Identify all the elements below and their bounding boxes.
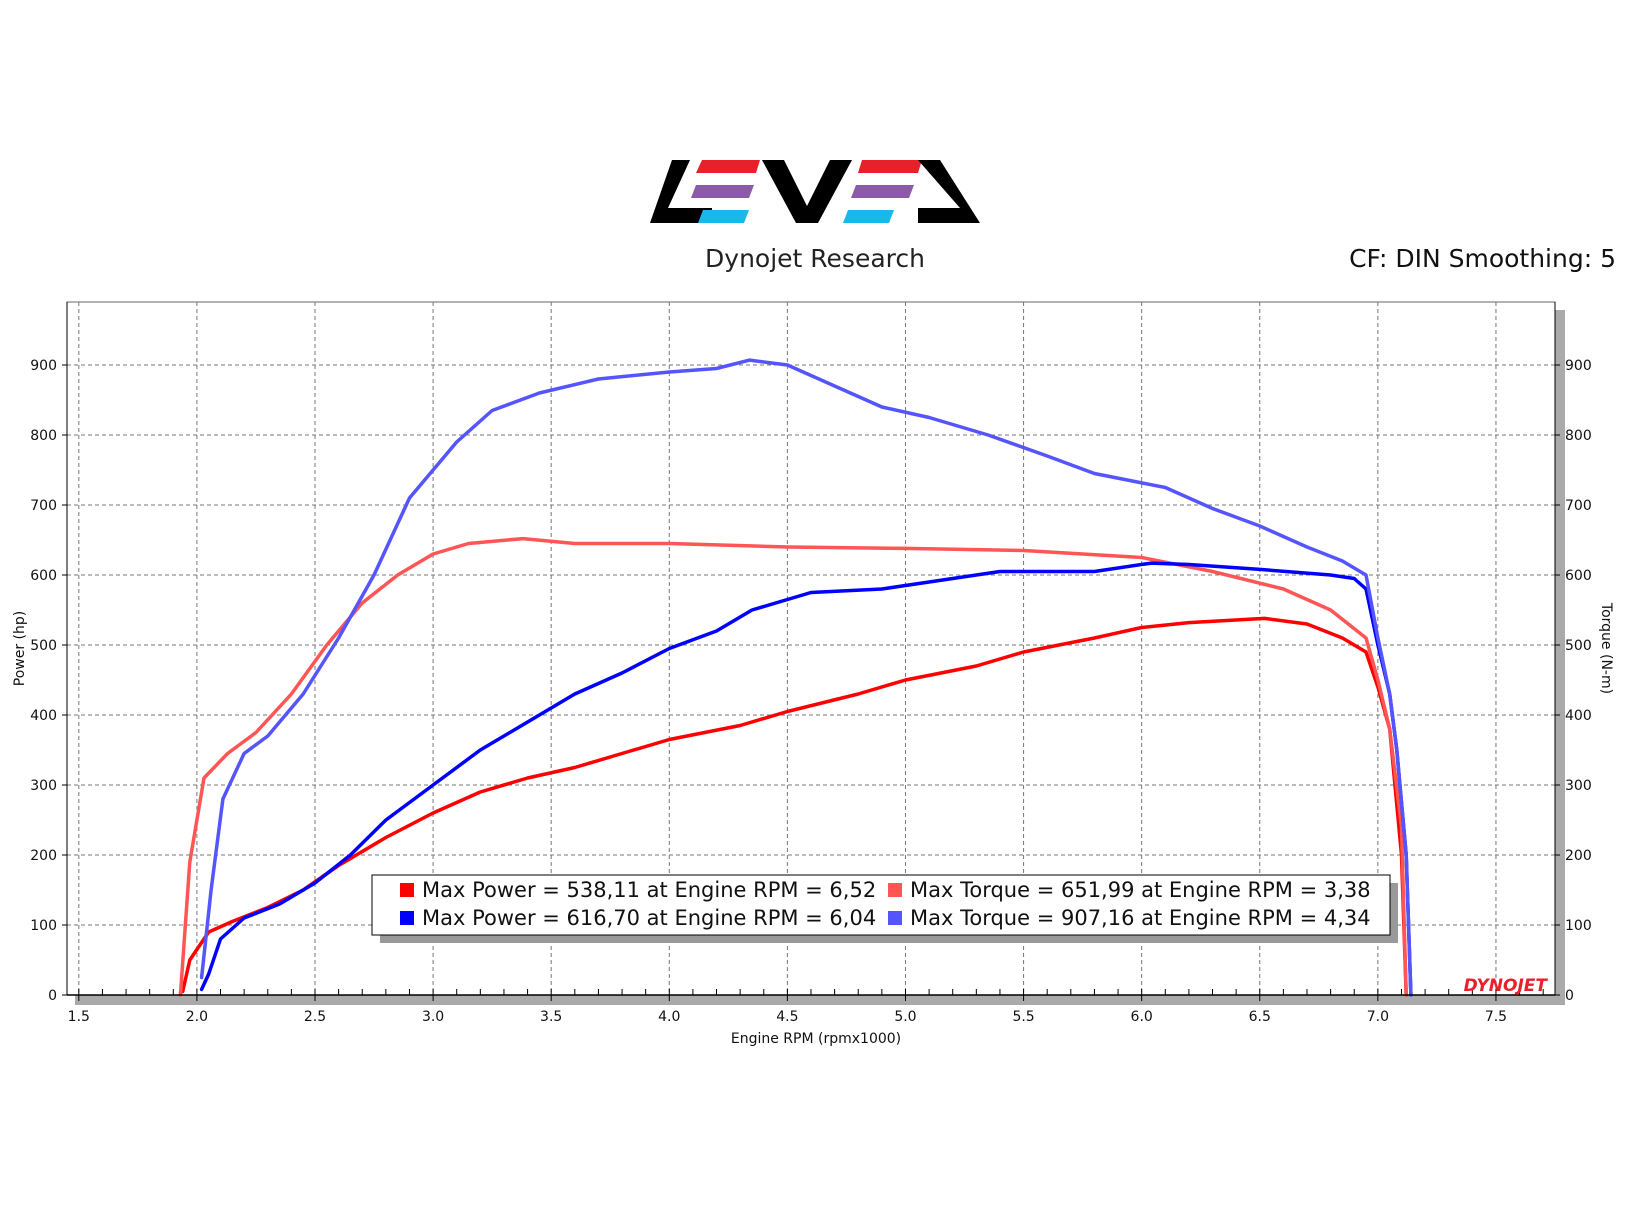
legend-label: Max Power = 616,70 at Engine RPM = 6,04 [422,906,876,930]
x-tick-label: 4.0 [658,1009,680,1025]
series-layer [178,358,1413,997]
x-tick-label: 7.5 [1485,1009,1507,1025]
level-logo [650,160,980,223]
x-tick-label: 5.5 [1012,1009,1034,1025]
y2-axis-title: Torque (N-m) [1598,602,1614,694]
y-tick-label: 900 [30,358,57,374]
x-tick-label: 3.5 [540,1009,562,1025]
chart-subtitle: Dynojet Research [705,244,925,273]
legend-swatch [400,911,414,925]
y2-tick-label: 900 [1565,358,1592,374]
y-tick-label: 100 [30,918,57,934]
y2-tick-label: 300 [1565,778,1592,794]
y2-tick-label: 600 [1565,568,1592,584]
plot-right-shadow [1555,310,1565,1005]
dynojet-watermark-text: DYNOJET [1464,976,1549,996]
legend-swatch [888,911,902,925]
legend-swatch [400,883,414,897]
legend: Max Power = 538,11 at Engine RPM = 6,52 M… [371,874,1398,943]
x-tick-label: 5.0 [894,1009,916,1025]
x-tick-label: 6.0 [1131,1009,1153,1025]
y-tick-label: 500 [30,638,57,654]
x-tick-label: 2.5 [304,1009,326,1025]
x-tick-label: 4.5 [776,1009,798,1025]
y2-tick-label: 700 [1565,498,1592,514]
axes: 1.5 2.0 2.5 3.0 3.5 4.0 4.5 5.0 5.5 6.0 6.5 7.0 7.5 0… [12,302,1614,1047]
x-tick-label: 3.0 [422,1009,444,1025]
series-line-2 [178,536,1408,997]
legend-box [371,874,1391,936]
logo-e1-cyan-bar [698,210,749,223]
logo-e1-red-bar [696,160,760,173]
y-tick-label: 200 [30,848,57,864]
x-tick-label: 6.5 [1249,1009,1271,1025]
logo-e1-purple-bar [691,185,754,198]
legend-label: Max Torque = 907,16 at Engine RPM = 4,34 [910,906,1371,930]
y-tick-label: 800 [30,428,57,444]
legend-label: Max Torque = 651,99 at Engine RPM = 3,38 [910,878,1371,902]
y2-tick-label: 100 [1565,918,1592,934]
logo-e2-cyan-bar [843,210,894,223]
x-axis-title: Engine RPM (rpmx1000) [731,1031,901,1047]
y-tick-label: 400 [30,708,57,724]
logo-left-bracket [650,160,712,223]
y2-tick-label: 400 [1565,708,1592,724]
x-tick-label: 7.0 [1367,1009,1389,1025]
x-tick-label: 1.5 [68,1009,90,1025]
legend-swatch [888,883,902,897]
logo-right-bracket [918,160,980,223]
y-tick-label: 0 [48,988,57,1004]
dynojet-watermark: DYNOJET [1464,976,1549,996]
series-line-3 [199,561,1413,997]
correction-factor-text: CF: DIN Smoothing: 5 [1349,244,1616,273]
y-axis-title: Power (hp) [12,611,28,686]
y2-tick-label: 500 [1565,638,1592,654]
x-tick-label: 2.0 [186,1009,208,1025]
y2-tick-label: 0 [1565,988,1574,1004]
y-tick-label: 700 [30,498,57,514]
dyno-chart: 1.5 2.0 2.5 3.0 3.5 4.0 4.5 5.0 5.5 6.0 6.5 7.0 7.5 0… [12,301,1614,1047]
y2-tick-label: 200 [1565,848,1592,864]
plot-bottom-shadow [75,995,1563,1005]
legend-label: Max Power = 538,11 at Engine RPM = 6,52 [422,878,876,902]
y-tick-label: 600 [30,568,57,584]
y2-tick-label: 800 [1565,428,1592,444]
logo-e2-purple-bar [851,185,914,198]
y-tick-label: 300 [30,778,57,794]
logo-v [762,160,852,223]
logo-e2-red-bar [858,160,922,173]
series-line-4 [199,358,1413,997]
